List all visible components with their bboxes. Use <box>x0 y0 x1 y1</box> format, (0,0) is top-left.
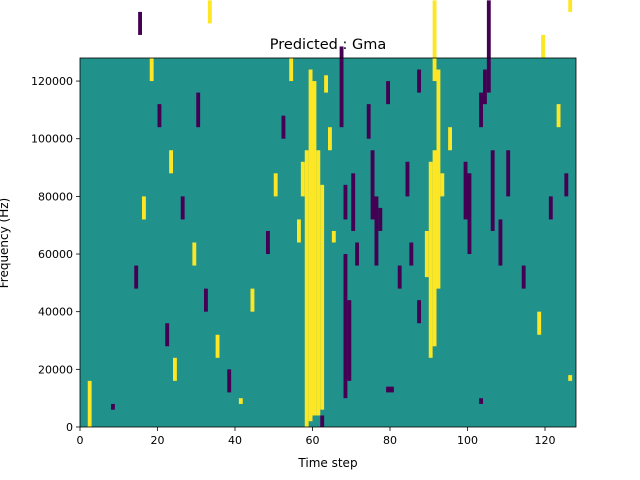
heatmap-cell-low-98 <box>196 92 201 128</box>
plot-area <box>80 0 576 427</box>
heatmap-cell-high-105 <box>537 311 542 335</box>
heatmap-cell-low-26 <box>378 207 383 231</box>
x-tick-label: 120 <box>535 434 556 447</box>
y-tick-label: 120000 <box>31 75 73 88</box>
heatmap-cell-low-21 <box>343 184 348 220</box>
heatmap-cell-low-20 <box>339 46 344 128</box>
heatmap-cell-high-97 <box>289 58 294 82</box>
chart-title: Predicted : Gma <box>270 37 386 53</box>
heatmap-cell-low-92 <box>227 369 232 393</box>
heatmap-cell-high-35 <box>428 161 433 358</box>
heatmap-cell-high-107 <box>556 104 561 128</box>
heatmap-cell-high-89 <box>192 242 197 266</box>
y-tick-label: 80000 <box>38 190 73 203</box>
heatmap-cell-high-13 <box>300 161 305 197</box>
heatmap-cell-low-25 <box>374 196 379 266</box>
heatmap-cell-high-79 <box>568 0 573 12</box>
heatmap-cell-high-93 <box>250 288 255 312</box>
heatmap-cell-low-1 <box>111 403 115 410</box>
heatmap-cell-high-101 <box>142 196 146 220</box>
heatmap-cell-high-12 <box>320 184 325 410</box>
heatmap-cell-high-14 <box>297 219 301 243</box>
heatmap-cell-low-24 <box>370 150 375 220</box>
heatmap-cell-high-34 <box>424 230 429 278</box>
y-tick-label: 20000 <box>38 363 73 376</box>
heatmap-cell-low-42 <box>467 173 472 255</box>
heatmap-cell-low-4 <box>386 386 390 393</box>
plot-frame <box>79 57 577 428</box>
heatmap-cell-low-18 <box>343 254 348 399</box>
heatmap-cell-low-19 <box>347 300 352 381</box>
heatmap-cell-low-94 <box>266 230 270 255</box>
x-tick-label: 0 <box>77 434 84 447</box>
heatmap-cell-low-102 <box>165 323 170 347</box>
heatmap-cell-high-36 <box>432 150 437 347</box>
heatmap-cell-high-87 <box>169 150 173 174</box>
heatmap-cell-high-91 <box>215 334 220 358</box>
heatmap-cell-high-9 <box>308 69 313 422</box>
heatmap-cell-low-100 <box>134 265 139 289</box>
heatmap-cell-low-33 <box>417 69 421 93</box>
heatmap-cell-low-6 <box>479 398 483 404</box>
heatmap-cell-high-0 <box>87 380 92 427</box>
x-axis-label: Time step <box>297 456 357 470</box>
heatmap-cell-high-37 <box>436 69 441 289</box>
x-tick-label: 60 <box>306 434 320 447</box>
heatmap-cell-low-28 <box>386 81 390 105</box>
heatmap-cell-high-40 <box>448 127 452 151</box>
heatmap-cell-high-15 <box>324 75 328 93</box>
heatmap-background <box>80 58 576 427</box>
y-axis-ticks: 0 20000 40000 60000 80000 100000 120000 <box>31 75 80 434</box>
heatmap-cell-low-46 <box>490 150 495 231</box>
heatmap-cell-high-2 <box>238 398 243 404</box>
heatmap-cell-low-44 <box>483 69 487 105</box>
heatmap-cell-low-88 <box>180 196 185 220</box>
heatmap-cell-high-11 <box>316 150 321 416</box>
heatmap-cell-low-108 <box>564 173 569 197</box>
heatmap-cell-low-86 <box>157 104 162 128</box>
heatmap-cell-low-31 <box>409 242 414 266</box>
heatmap-cell-low-5 <box>390 386 394 393</box>
y-tick-label: 0 <box>66 421 73 434</box>
heatmap-cell-low-90 <box>204 288 208 312</box>
heatmap-cell-high-39 <box>432 0 437 82</box>
y-tick-label: 40000 <box>38 306 73 319</box>
x-tick-label: 100 <box>457 434 478 447</box>
x-axis-ticks: 0 20 40 60 80 100 120 <box>77 427 556 447</box>
heatmap-cell-low-96 <box>281 115 286 139</box>
heatmap-cell-low-48 <box>506 150 511 197</box>
heatmap-cell-high-8 <box>304 150 309 427</box>
heatmap-cell-high-7 <box>568 375 573 381</box>
heatmap-cell-high-16 <box>331 230 336 243</box>
heatmap-cell-high-95 <box>273 173 278 197</box>
heatmap-cell-low-27 <box>366 104 371 139</box>
heatmap-cell-low-106 <box>548 196 553 220</box>
heatmap-cell-low-29 <box>397 265 402 289</box>
x-tick-label: 80 <box>383 434 397 447</box>
heatmap-cell-high-10 <box>312 81 317 416</box>
heatmap-cell-low-47 <box>498 219 503 266</box>
heatmap-cell-low-45 <box>486 0 491 93</box>
heatmap-cell-low-41 <box>463 161 468 220</box>
heatmap-cell-low-22 <box>351 173 356 231</box>
x-tick-label: 20 <box>151 434 165 447</box>
heatmap-cell-low-23 <box>355 242 359 266</box>
heatmap-cell-low-3 <box>320 415 325 427</box>
heatmap-cell-low-30 <box>405 161 410 197</box>
y-tick-label: 100000 <box>31 133 73 146</box>
y-axis-label: Frequency (Hz) <box>0 198 11 289</box>
y-tick-label: 60000 <box>38 248 73 261</box>
heatmap-cell-high-99 <box>207 0 212 24</box>
heatmap-cell-high-17 <box>328 127 332 151</box>
x-tick-label: 40 <box>228 434 242 447</box>
heatmap-cell-low-43 <box>479 92 483 128</box>
heatmap-cell-high-85 <box>149 58 154 82</box>
heatmap-cell-low-32 <box>417 300 421 324</box>
heatmap-cell-high-38 <box>440 173 445 197</box>
heatmap-cell-high-109 <box>541 34 545 58</box>
heatmap-cell-low-104 <box>521 265 526 289</box>
heatmap-cell-low-84 <box>138 11 142 35</box>
heatmap-cell-high-103 <box>173 357 177 381</box>
